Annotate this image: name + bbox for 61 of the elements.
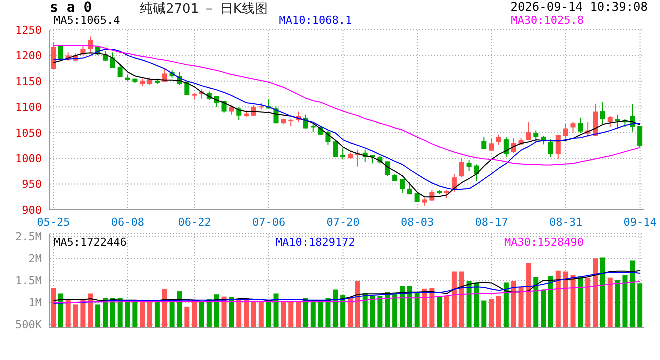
candlestick <box>534 130 539 143</box>
y-tick-label: 500K <box>16 318 42 332</box>
x-tick-label: 09-14 <box>624 216 658 229</box>
candlestick <box>638 126 643 149</box>
y-tick-label: 1150 <box>16 75 42 88</box>
line-series <box>53 281 641 304</box>
y-tick-label: 1100 <box>16 101 42 114</box>
candlestick <box>310 122 316 133</box>
candlestick <box>162 68 168 83</box>
y-tick-label: 2.5M <box>16 230 42 244</box>
candlestick <box>118 64 123 78</box>
y-tick-label: 2M <box>28 252 42 266</box>
y-tick-label: 1M <box>28 296 42 310</box>
candlestick <box>466 160 472 172</box>
chart-title: 纯碱2701 － 日K线图 <box>140 1 268 18</box>
candlestick <box>608 116 613 128</box>
candlestick <box>407 182 412 196</box>
candlestick <box>459 158 464 178</box>
candlestick <box>340 148 346 160</box>
text: s a 0 <box>50 0 92 16</box>
candlestick <box>615 114 620 130</box>
x-tick-label: 07-20 <box>326 216 360 229</box>
x-tick-label: 07-06 <box>252 216 286 229</box>
y-tick-label: 900 <box>22 204 42 217</box>
text: MA5:1722446 <box>54 236 127 249</box>
x-tick-label: 06-22 <box>178 216 212 229</box>
candlestick <box>526 122 532 142</box>
candlestick <box>400 178 405 194</box>
y-tick-label: 1.5M <box>16 274 42 288</box>
y-tick-label: 1200 <box>16 50 42 63</box>
text: MA30:1025.8 <box>511 14 584 27</box>
text: 2026-09-14 10:39:08 <box>510 0 648 14</box>
candlestick <box>222 100 227 114</box>
candlestick <box>570 122 576 134</box>
candlestick <box>578 117 584 134</box>
candlestick <box>385 161 390 177</box>
x-tick-label: 08-03 <box>400 216 434 229</box>
text: MA30:1528490 <box>504 236 584 249</box>
text: MA10:1829172 <box>276 236 356 249</box>
y-tick-label: 950 <box>22 178 42 192</box>
candlestick <box>563 124 568 138</box>
candlestick <box>333 141 338 158</box>
candlestick <box>489 138 494 152</box>
candlestick <box>511 138 516 154</box>
candlestick <box>496 134 502 146</box>
candlestick <box>548 139 554 158</box>
x-tick-label: 05-25 <box>37 216 70 229</box>
y-tick-label: 1000 <box>16 152 42 166</box>
x-tick-label: 06-08 <box>111 216 145 229</box>
candlestick <box>482 136 487 150</box>
candlestick <box>102 51 108 62</box>
y-tick-label: 1250 <box>16 24 42 37</box>
x-tick-label: 08-17 <box>475 216 508 229</box>
text: MA10:1068.1 <box>279 14 352 27</box>
candlestick <box>229 105 234 116</box>
candlestick <box>504 136 509 158</box>
candlestick <box>414 192 420 203</box>
candlestick <box>600 102 606 125</box>
y-tick-label: 1050 <box>16 126 42 140</box>
text: MA5:1065.4 <box>54 14 120 27</box>
x-tick-label: 08-31 <box>549 216 583 229</box>
